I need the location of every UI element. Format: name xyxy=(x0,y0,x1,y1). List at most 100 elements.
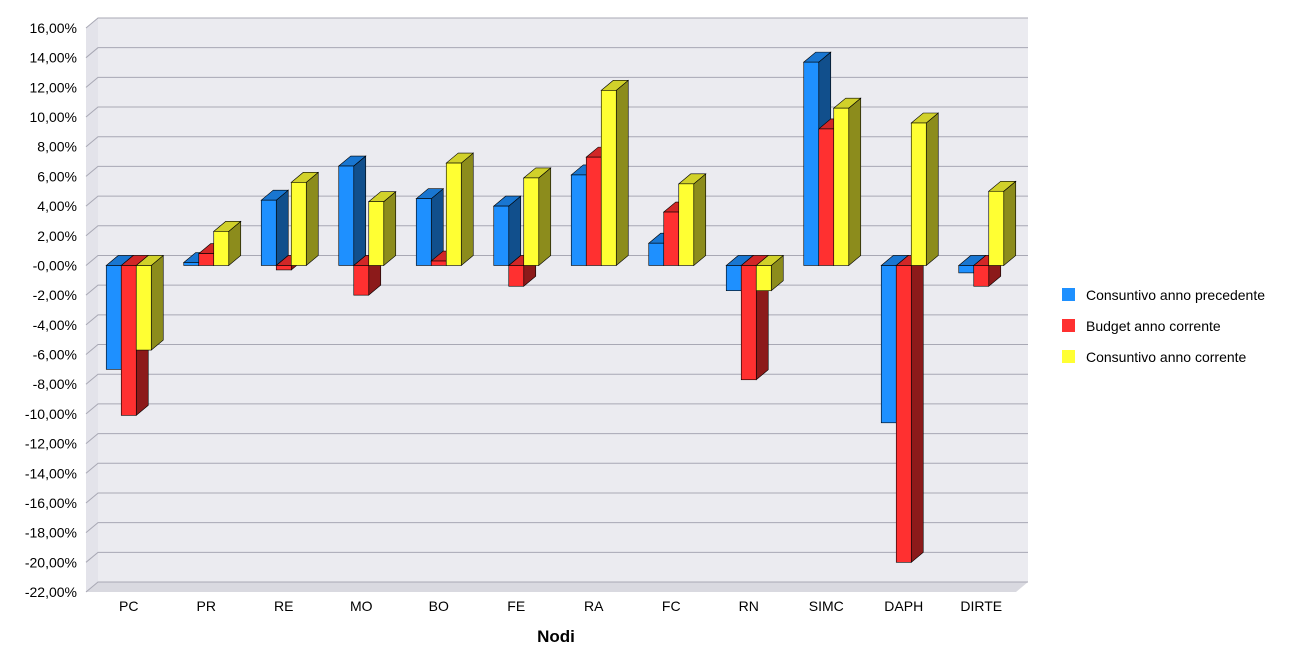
bar-front xyxy=(183,262,200,266)
bar xyxy=(415,188,445,267)
plot-back-wall xyxy=(98,18,1028,582)
bar xyxy=(600,79,630,267)
bar-front xyxy=(120,265,137,416)
bar-front xyxy=(493,205,510,266)
x-tick-label: BO xyxy=(429,598,449,614)
bar xyxy=(260,189,290,267)
bar-side xyxy=(693,173,707,267)
gridline xyxy=(85,165,1028,177)
x-tick-label: PR xyxy=(197,598,216,614)
bar xyxy=(492,195,522,267)
y-tick-label: 6,00% xyxy=(37,168,77,184)
bar-front xyxy=(430,260,447,266)
gridline xyxy=(85,17,1028,29)
plot-side-wall xyxy=(86,18,98,592)
bar-front xyxy=(755,265,772,292)
y-tick-label: 16,00% xyxy=(30,20,77,36)
bar-side xyxy=(275,189,289,267)
bar-front xyxy=(260,199,277,266)
bar-front xyxy=(135,265,152,351)
bar xyxy=(290,171,320,267)
y-tick-label: 2,00% xyxy=(37,228,77,244)
bar-front xyxy=(523,177,540,266)
bar-front xyxy=(880,265,897,424)
bar xyxy=(755,254,785,292)
gridline xyxy=(85,314,1028,326)
gridline xyxy=(85,76,1028,88)
bar-front xyxy=(678,183,695,266)
bar-front xyxy=(973,265,990,287)
bar-front xyxy=(570,174,587,266)
y-tick-label: 10,00% xyxy=(30,109,77,125)
gridline xyxy=(85,136,1028,148)
bar-side xyxy=(910,254,924,563)
bar-side xyxy=(615,79,629,267)
legend-item: Consuntivo anno precedente xyxy=(1062,287,1265,303)
gridline xyxy=(85,522,1028,534)
bar-front xyxy=(338,165,355,266)
y-tick-label: -0,00% xyxy=(33,257,77,273)
bar-front xyxy=(290,182,307,266)
gridline xyxy=(85,225,1028,237)
x-tick-label: RN xyxy=(739,598,759,614)
plot-background xyxy=(86,18,1028,592)
legend-item: Budget anno corrente xyxy=(1062,318,1221,334)
bar xyxy=(445,152,475,267)
bar-front xyxy=(508,265,525,287)
bar-side xyxy=(508,195,522,267)
bar-front xyxy=(105,265,122,370)
x-tick-label: DIRTE xyxy=(960,598,1002,614)
bar xyxy=(135,254,165,351)
bar-front xyxy=(353,265,370,296)
bar-front xyxy=(988,190,1005,266)
bar-side xyxy=(848,97,862,267)
bar-front xyxy=(600,90,617,266)
plot-floor xyxy=(86,582,1028,592)
gridline xyxy=(85,581,1028,593)
bars xyxy=(105,51,1017,563)
y-tick-label: 8,00% xyxy=(37,139,77,155)
y-tick-label: -20,00% xyxy=(25,554,77,570)
bar-front xyxy=(663,211,680,266)
x-tick-label: PC xyxy=(119,598,138,614)
bar xyxy=(677,173,707,267)
legend-swatch xyxy=(1062,319,1075,332)
bar-front xyxy=(833,107,850,266)
x-tick-label: MO xyxy=(350,598,373,614)
bar-front xyxy=(910,122,927,266)
x-tick-label: RE xyxy=(274,598,293,614)
gridline xyxy=(85,433,1028,444)
y-tick-label: 4,00% xyxy=(37,198,77,214)
bar-front xyxy=(648,242,665,266)
bar-side xyxy=(460,152,474,267)
bar-side xyxy=(150,254,164,351)
gridline xyxy=(85,47,1028,59)
bar-front xyxy=(198,253,215,266)
bar-front xyxy=(725,265,742,292)
gridline xyxy=(85,254,1028,266)
gridline xyxy=(85,195,1028,207)
bar xyxy=(212,220,242,267)
legend-label: Budget anno corrente xyxy=(1086,318,1221,334)
bar-side xyxy=(538,167,552,267)
x-tick-label: FE xyxy=(507,598,525,614)
bar-front xyxy=(275,265,292,271)
x-tick-label: DAPH xyxy=(884,598,923,614)
legend-swatch xyxy=(1062,288,1075,301)
bar xyxy=(832,97,862,267)
bar xyxy=(910,112,940,267)
y-tick-label: -8,00% xyxy=(33,376,77,392)
bar-front xyxy=(368,201,385,266)
gridline xyxy=(85,284,1028,296)
x-tick-label: RA xyxy=(584,598,604,614)
y-tick-label: -16,00% xyxy=(25,495,77,511)
y-tick-label: -6,00% xyxy=(33,347,77,363)
y-tick-label: 14,00% xyxy=(30,50,77,66)
y-tick-label: -10,00% xyxy=(25,406,77,422)
legend: Consuntivo anno precedente Budget anno co… xyxy=(1062,287,1265,365)
bar xyxy=(337,155,367,267)
bar-front xyxy=(585,156,602,266)
legend-swatch xyxy=(1062,350,1075,363)
gridline xyxy=(85,344,1028,355)
bar xyxy=(895,254,925,563)
